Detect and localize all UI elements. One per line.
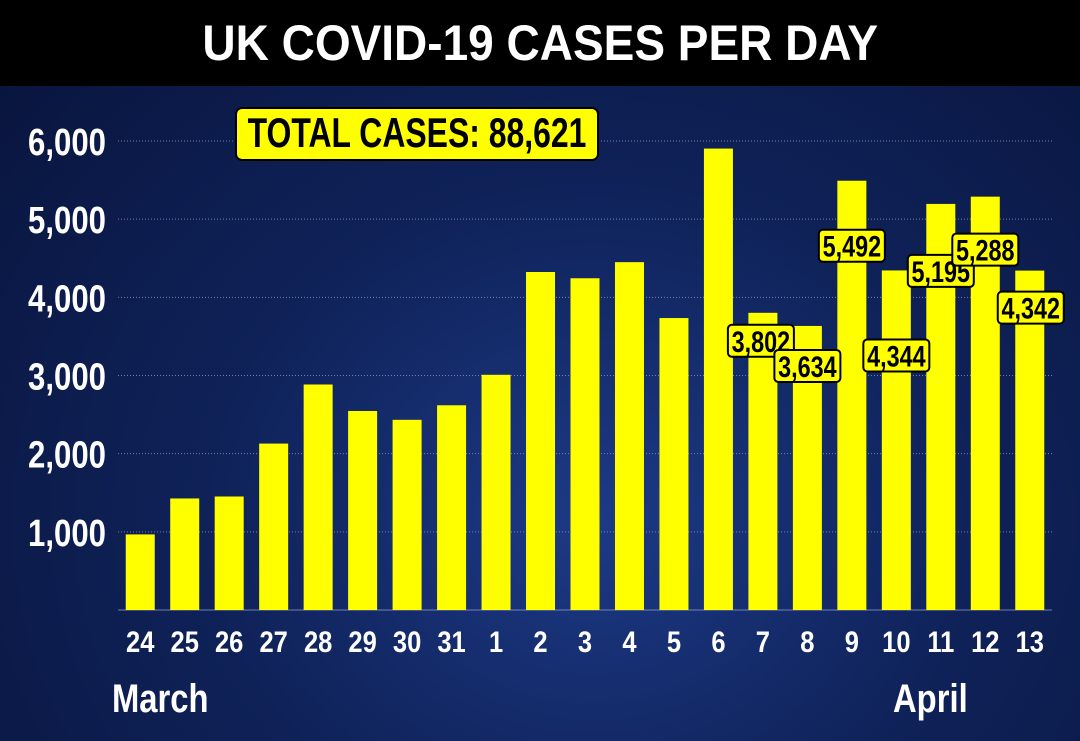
bar [348,410,378,610]
data-label-box [773,348,842,383]
bar [481,374,511,610]
x-tick-label: 10 [882,625,910,658]
x-tick-label: 28 [304,625,332,658]
x-tick-label: 30 [393,625,421,658]
bar [214,496,244,610]
bar [392,419,422,610]
bar [1015,270,1045,610]
x-tick-label: 24 [126,625,155,658]
x-tick-label: 2 [533,625,547,658]
x-tick-label: 8 [800,625,814,658]
title-bar: UK COVID-19 CASES PER DAY [0,0,1080,86]
y-tick-label: 6,000 [28,122,106,164]
x-tick-label: 7 [756,625,770,658]
bar [614,262,644,610]
data-label: 5,492 [823,230,882,263]
x-tick-label: 3 [578,625,592,658]
bar [303,384,333,610]
data-label: 3,634 [778,350,837,383]
bar [881,270,911,610]
month-label-april: April [893,676,968,721]
x-tick-label: 31 [437,625,465,658]
bar [703,148,733,611]
total-cases-label: TOTAL CASES: 88,621 [248,109,587,156]
x-tick-label: 1 [489,625,503,658]
y-tick-label: 4,000 [28,279,106,321]
data-label-box [726,323,795,358]
bar [125,534,155,610]
y-tick-label: 3,000 [28,357,106,399]
data-label-box [862,338,931,373]
bar [170,498,200,610]
x-tick-label: 26 [215,625,243,658]
data-label-box [817,228,886,263]
bar [526,272,556,610]
chart-title: UK COVID-19 CASES PER DAY [202,15,878,71]
x-tick-label: 27 [259,625,287,658]
data-label-box [951,232,1020,267]
total-cases-box [235,107,599,161]
bar [659,318,689,610]
x-tick-label: 12 [971,625,999,658]
x-tick-label: 4 [622,625,637,658]
bar [570,278,600,610]
y-tick-label: 5,000 [28,200,106,242]
bar [259,443,289,610]
x-tick-label: 5 [667,625,681,658]
x-tick-label: 6 [711,625,725,658]
x-tick-label: 9 [845,625,859,658]
x-tick-label: 25 [171,625,199,658]
x-tick-label: 13 [1016,625,1044,658]
x-tick-label: 11 [927,625,954,658]
data-label: 5,288 [956,234,1015,267]
data-label: 4,344 [867,340,926,373]
month-label-march: March [112,676,209,721]
y-tick-label: 1,000 [28,513,106,555]
y-tick-label: 2,000 [28,435,106,477]
data-label-box [996,290,1065,325]
x-tick-label: 29 [348,625,376,658]
bar [437,405,467,610]
data-label: 4,342 [1001,292,1060,325]
bar [748,312,778,610]
